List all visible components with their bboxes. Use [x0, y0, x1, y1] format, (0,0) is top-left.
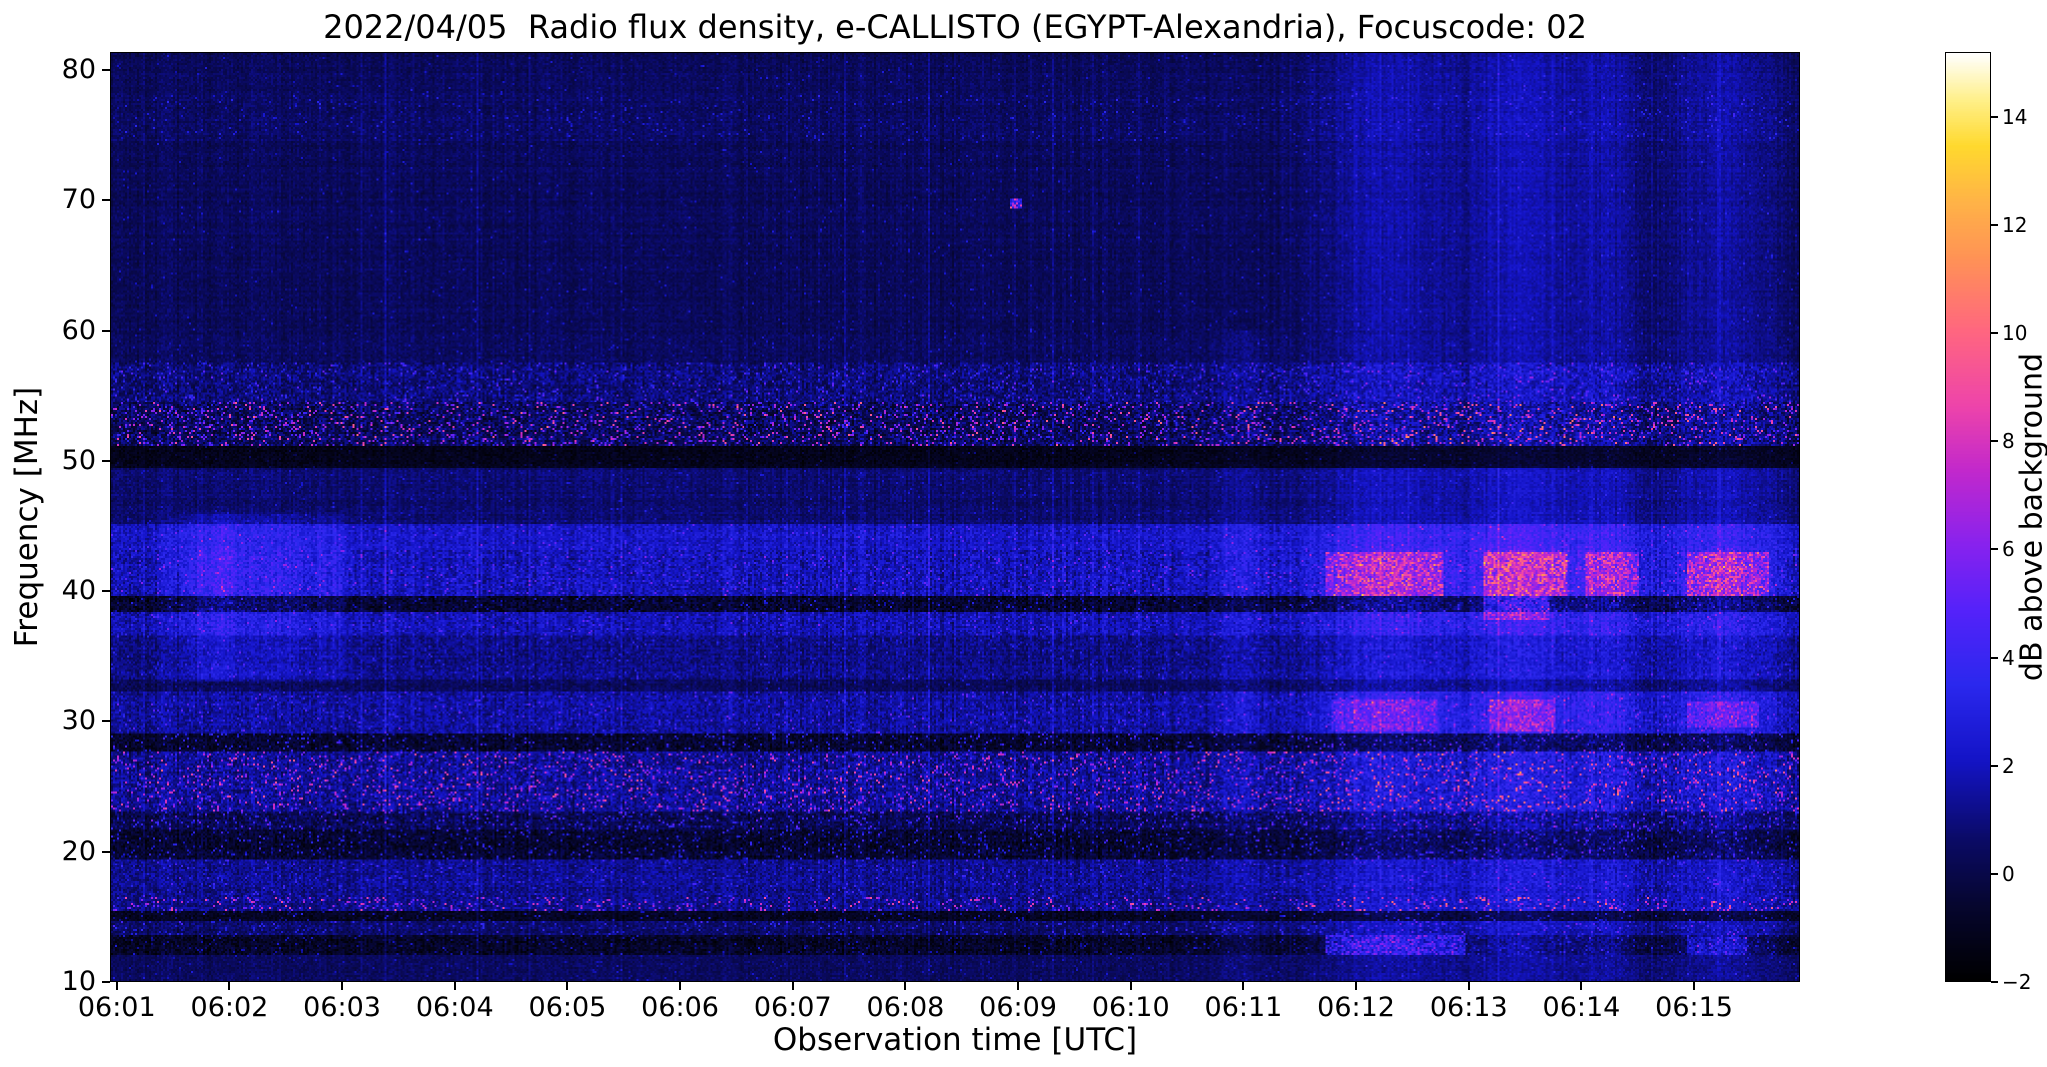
y-tick-label: 70 [61, 184, 96, 216]
x-tick-label: 06:02 [190, 992, 269, 1023]
colorbar-tick-label: 0 [2002, 861, 2015, 886]
colorbar-tick-label: 14 [2002, 104, 2028, 129]
colorbar-tick-label: 2 [2002, 753, 2015, 778]
colorbar-canvas [1946, 53, 1990, 981]
colorbar-tick-label: 4 [2002, 645, 2015, 670]
x-axis-label: Observation time [UTC] [772, 1022, 1138, 1058]
x-tick-mark [1129, 982, 1132, 990]
x-tick-label: 06:10 [1091, 992, 1170, 1023]
chart-title: 2022/04/05 Radio flux density, e-CALLIST… [323, 8, 1587, 46]
y-tick-mark [102, 329, 110, 332]
x-tick-mark [341, 982, 344, 990]
x-tick-label: 06:05 [528, 992, 607, 1023]
y-tick-mark [102, 199, 110, 202]
x-tick-mark [566, 982, 569, 990]
colorbar-tick-label: 10 [2002, 321, 2028, 346]
plot-area [110, 52, 1800, 982]
y-tick-mark [102, 850, 110, 853]
x-tick-mark [1242, 982, 1245, 990]
y-tick-label: 30 [61, 705, 96, 737]
colorbar-tick-mark [1991, 872, 1998, 875]
y-tick-label: 10 [61, 966, 96, 997]
x-tick-mark [791, 982, 794, 990]
x-tick-label: 06:09 [979, 992, 1057, 1023]
colorbar-tick-mark [1991, 981, 1998, 983]
y-tick-label: 20 [61, 835, 96, 867]
x-tick-mark [679, 982, 682, 990]
colorbar-tick-mark [1991, 548, 1998, 551]
x-tick-mark [904, 982, 907, 990]
y-tick-mark [102, 981, 110, 983]
x-tick-mark [1693, 982, 1696, 990]
spectrogram-canvas [111, 53, 1799, 981]
colorbar-tick-label: 8 [2002, 429, 2015, 454]
colorbar-tick-mark [1991, 440, 1998, 443]
x-tick-mark [1580, 982, 1583, 990]
x-tick-label: 06:12 [1317, 992, 1395, 1023]
x-tick-label: 06:11 [1204, 992, 1283, 1023]
colorbar-tick-label: 6 [2002, 537, 2015, 562]
y-tick-mark [102, 720, 110, 723]
colorbar-tick-mark [1991, 332, 1998, 335]
y-tick-label: 40 [61, 575, 96, 607]
x-tick-label: 06:01 [77, 992, 156, 1023]
x-tick-label: 06:06 [641, 992, 719, 1023]
colorbar-tick-label: −2 [2002, 970, 2032, 994]
colorbar-tick-mark [1991, 656, 1998, 659]
x-tick-mark [115, 982, 118, 990]
colorbar-tick-mark [1991, 764, 1998, 767]
x-tick-mark [1467, 982, 1470, 990]
x-tick-label: 06:04 [415, 992, 494, 1023]
x-tick-label: 06:07 [753, 992, 832, 1023]
y-tick-label: 50 [61, 444, 96, 476]
colorbar-tick-label: 12 [2002, 213, 2028, 238]
y-tick-label: 80 [61, 54, 96, 86]
y-tick-mark [102, 590, 110, 593]
colorbar-tick-mark [1991, 224, 1998, 227]
x-tick-mark [228, 982, 231, 990]
x-tick-label: 06:08 [866, 992, 945, 1023]
x-tick-label: 06:03 [303, 992, 381, 1023]
x-tick-label: 06:13 [1429, 992, 1508, 1023]
y-tick-mark [102, 69, 110, 72]
x-tick-label: 06:14 [1542, 992, 1621, 1023]
colorbar-tick-mark [1991, 115, 1998, 118]
x-tick-mark [1017, 982, 1020, 990]
y-tick-mark [102, 459, 110, 462]
y-tick-label: 60 [61, 314, 96, 346]
x-tick-mark [453, 982, 456, 990]
colorbar [1945, 52, 1991, 982]
x-tick-mark [1355, 982, 1358, 990]
x-tick-label: 06:15 [1655, 992, 1733, 1023]
colorbar-label: dB above background [2014, 352, 2047, 682]
y-axis-label: Frequency [MHz] [9, 386, 45, 648]
